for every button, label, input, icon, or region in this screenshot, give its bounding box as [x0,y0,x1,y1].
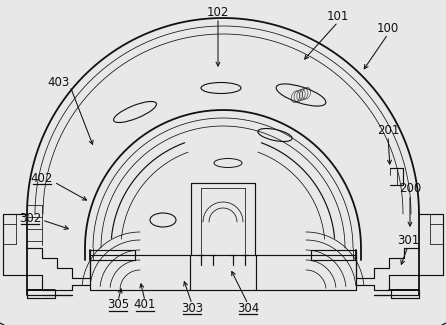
Text: 401: 401 [134,298,156,311]
Text: 403: 403 [47,75,69,88]
Text: 100: 100 [377,21,399,34]
Text: 304: 304 [237,302,259,315]
Text: 201: 201 [377,124,399,136]
Text: 402: 402 [31,172,53,185]
Text: 101: 101 [327,9,349,22]
Text: 200: 200 [399,181,421,194]
Text: 305: 305 [107,298,129,311]
Text: 303: 303 [181,302,203,315]
Text: 301: 301 [397,233,419,246]
Text: 102: 102 [207,6,229,19]
Text: 302: 302 [19,212,41,225]
